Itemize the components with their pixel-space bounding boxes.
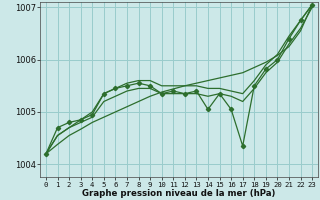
X-axis label: Graphe pression niveau de la mer (hPa): Graphe pression niveau de la mer (hPa) [82, 189, 276, 198]
